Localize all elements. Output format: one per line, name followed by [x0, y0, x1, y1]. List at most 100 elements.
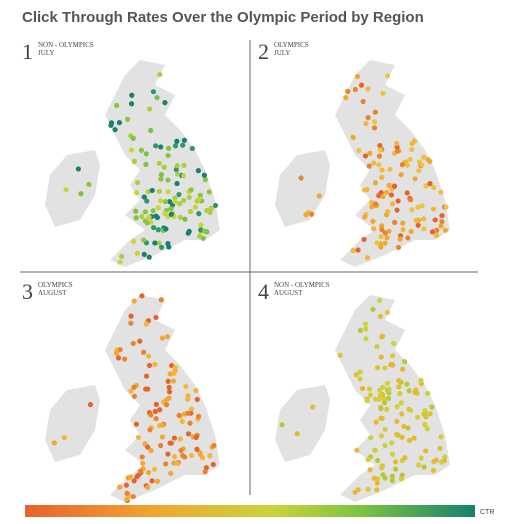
region-dot	[432, 217, 438, 223]
region-dot	[394, 207, 400, 213]
region-dot	[364, 187, 370, 193]
region-dot	[353, 372, 359, 378]
region-dot	[358, 82, 365, 88]
region-dot	[165, 145, 172, 151]
region-dot	[177, 436, 183, 442]
region-dot	[406, 437, 413, 443]
region-dot	[149, 187, 155, 194]
region-dot	[418, 455, 424, 461]
region-dot	[148, 412, 154, 418]
region-dot	[279, 422, 285, 428]
region-dot	[130, 340, 136, 347]
region-dot	[366, 386, 373, 392]
region-dot	[166, 389, 173, 395]
region-dot	[438, 189, 444, 195]
panel-label: OLYMPICS	[38, 281, 73, 289]
region-dot	[195, 413, 202, 419]
ireland-shape	[275, 385, 330, 462]
region-dot	[177, 201, 183, 207]
region-dot	[155, 205, 161, 211]
region-dot	[401, 359, 408, 365]
panel-number: 1	[22, 39, 33, 64]
region-dot	[384, 309, 391, 316]
region-dot	[130, 135, 136, 141]
region-dot	[400, 220, 406, 226]
region-dot	[61, 435, 67, 441]
region-dot	[145, 386, 151, 392]
region-dot	[398, 400, 404, 406]
region-dot	[388, 362, 394, 368]
region-dot	[143, 373, 150, 379]
region-dot	[357, 327, 364, 334]
region-dot	[411, 138, 418, 144]
region-dot	[400, 366, 406, 372]
region-dot	[158, 198, 164, 204]
region-dot	[378, 244, 384, 250]
region-dot	[385, 395, 392, 402]
region-dot	[370, 218, 376, 224]
region-dot	[117, 484, 123, 490]
region-dot	[365, 86, 371, 92]
region-dot	[384, 73, 391, 79]
region-dot	[423, 183, 429, 189]
region-dot	[405, 235, 411, 241]
region-dot	[379, 415, 385, 422]
region-dot	[343, 95, 349, 101]
region-dot	[438, 223, 444, 229]
region-dot	[387, 166, 393, 172]
region-dot	[408, 407, 414, 413]
region-dot	[117, 347, 123, 353]
region-dot	[371, 125, 378, 131]
region-dot	[442, 454, 448, 460]
region-dot	[360, 98, 366, 105]
panel-label: AUGUST	[38, 289, 67, 297]
region-dot	[181, 197, 187, 203]
region-dot	[146, 214, 152, 220]
region-dot	[376, 162, 382, 168]
region-dot	[148, 447, 154, 454]
region-dot	[379, 174, 385, 180]
region-dot	[128, 320, 134, 326]
region-dot	[163, 402, 170, 408]
region-dot	[397, 236, 403, 242]
region-dot	[166, 198, 173, 205]
region-dot	[372, 109, 378, 115]
region-dot	[415, 204, 421, 210]
region-dot	[309, 211, 315, 217]
region-dot	[152, 408, 158, 415]
region-dot	[404, 190, 410, 196]
region-dot	[389, 451, 396, 457]
region-dot	[164, 334, 171, 340]
region-dot	[439, 219, 445, 225]
region-dot	[376, 396, 382, 402]
region-dot	[154, 94, 160, 101]
region-dot	[345, 88, 351, 94]
region-dot	[212, 202, 219, 209]
region-dot	[406, 388, 412, 394]
region-dot	[158, 144, 164, 150]
region-dot	[390, 340, 397, 346]
region-dot	[381, 396, 387, 402]
region-dot	[182, 454, 188, 460]
region-dot	[78, 191, 84, 197]
map-panel	[45, 60, 220, 267]
region-dot	[378, 234, 384, 240]
ireland-shape	[45, 150, 100, 227]
region-dot	[170, 378, 177, 384]
region-dot	[384, 406, 390, 412]
region-dot	[181, 137, 187, 143]
region-dot	[421, 154, 427, 160]
region-dot	[165, 241, 171, 247]
region-dot	[382, 230, 388, 236]
region-dot	[157, 442, 164, 449]
region-dot	[128, 101, 135, 107]
region-dot	[442, 227, 449, 233]
region-dot	[363, 336, 369, 342]
panel-label: NON - OLYMPICS	[38, 41, 94, 49]
region-dot	[150, 89, 157, 95]
region-dot	[193, 434, 199, 441]
region-dot	[157, 407, 163, 413]
region-dot	[352, 86, 358, 93]
